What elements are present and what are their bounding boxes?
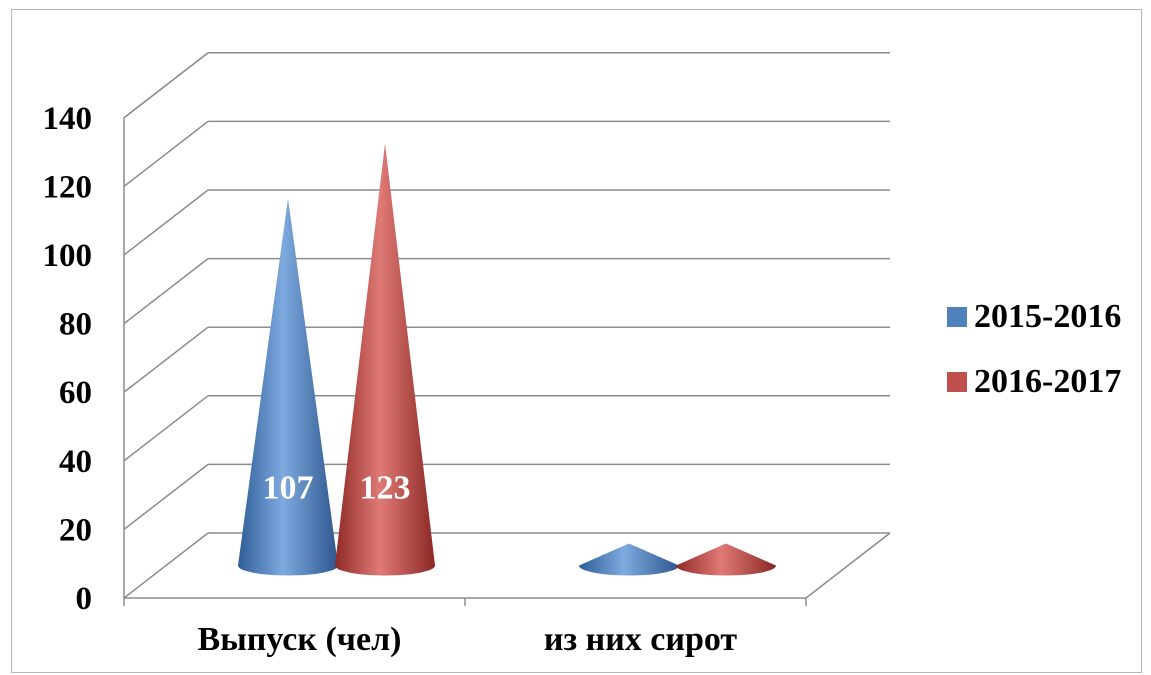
axes [123, 52, 891, 606]
floor-edge [805, 532, 891, 599]
gridline-side [123, 189, 209, 256]
cone-series-2-cat-1 [335, 143, 435, 576]
y-tick-label: 80 [59, 307, 92, 343]
y-tick-label: 120 [43, 169, 93, 205]
y-tick-label: 20 [59, 512, 92, 548]
legend-label-series-1: 2015-2016 [974, 297, 1122, 335]
x-category-label: Выпуск (чел) [198, 621, 402, 658]
data-label: 107 [263, 470, 314, 507]
x-axis-category-labels: Выпуск (чел) из них сирот [198, 621, 738, 658]
y-tick-label: 100 [43, 238, 93, 274]
y-axis-tick-labels: 0 20 40 60 80 100 120 140 [43, 101, 93, 617]
gridline-side [123, 463, 209, 530]
gridline-side [123, 532, 209, 599]
cone-series-1-cat-2 [579, 543, 679, 576]
chart-frame [11, 9, 1142, 673]
legend-item-series-2: 2016-2017 [947, 362, 1121, 401]
cone-series-2-cat-2 [676, 543, 776, 576]
legend-swatch-series-2 [947, 371, 967, 392]
gridline-side [123, 120, 209, 187]
gridline-side [123, 258, 209, 325]
gridline-side [123, 395, 209, 462]
y-tick-label: 0 [76, 581, 93, 617]
gridlines [123, 52, 890, 599]
x-category-label: из них сирот [544, 621, 738, 658]
y-tick-label: 40 [59, 444, 92, 480]
legend: 2015-2016 2016-2017 [947, 297, 1121, 427]
legend-swatch-series-1 [947, 306, 967, 327]
data-labels: 107 123 [263, 470, 411, 507]
data-label: 123 [360, 470, 411, 507]
legend-label-series-2: 2016-2017 [974, 362, 1122, 400]
cone-series-1-cat-1 [238, 198, 338, 576]
gridline-side [123, 326, 209, 393]
y-tick-label: 140 [43, 101, 93, 137]
cones [238, 143, 776, 576]
legend-item-series-1: 2015-2016 [947, 297, 1121, 336]
y-tick-label: 60 [59, 375, 92, 411]
gridline-side-top [123, 52, 209, 119]
